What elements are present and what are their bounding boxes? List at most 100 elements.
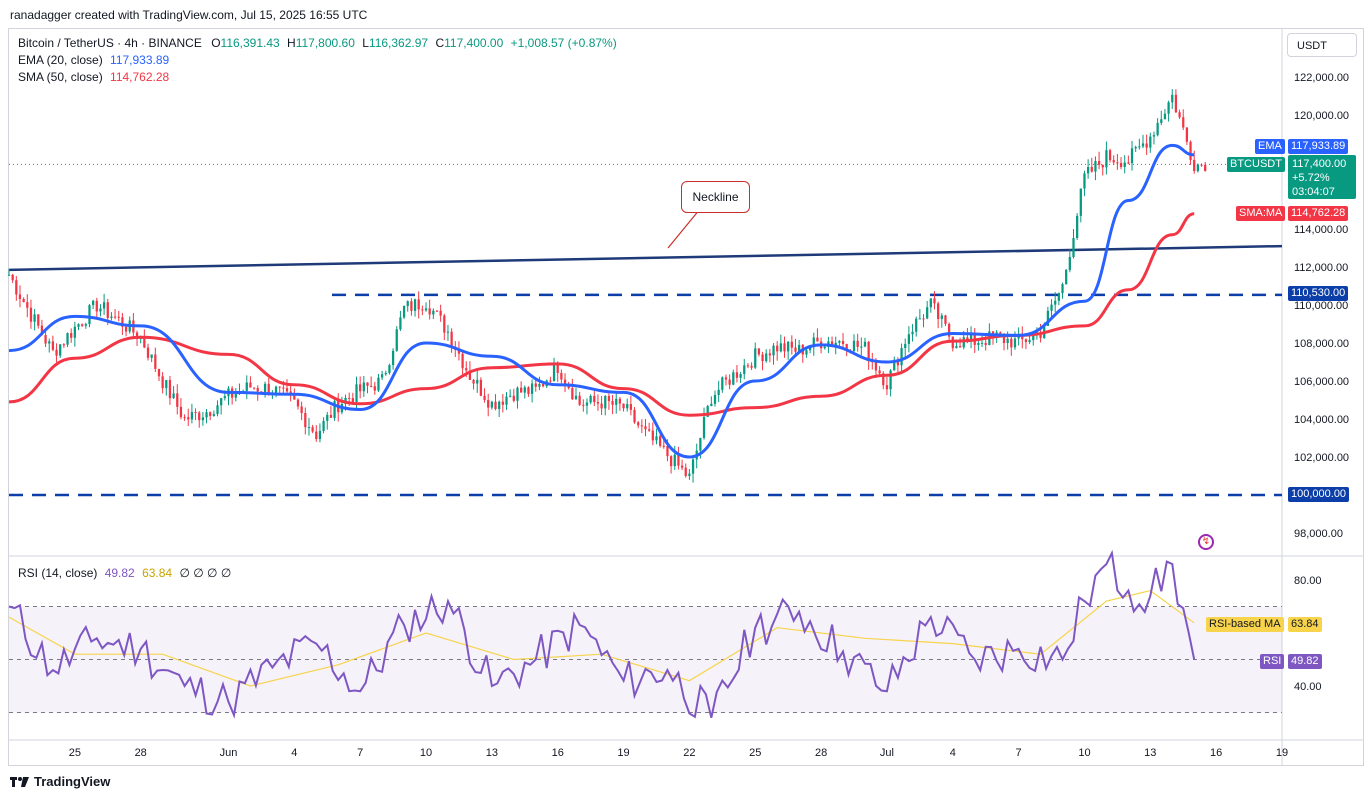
candle: [432, 308, 435, 320]
candle-body: [1090, 166, 1093, 172]
candle-body: [355, 384, 358, 402]
candle: [487, 393, 490, 417]
events-icon[interactable]: ↯: [1198, 534, 1214, 550]
ema-price-chip: 117,933.89: [1288, 139, 1349, 154]
candle-body: [629, 404, 633, 410]
candle: [446, 324, 450, 341]
candle-body: [560, 372, 563, 380]
time-tick-label: 28: [135, 747, 147, 759]
candle: [717, 380, 720, 403]
currency-unit-button[interactable]: USDT: [1287, 33, 1357, 57]
footer-brand[interactable]: TradingView: [10, 774, 110, 789]
candle: [329, 405, 333, 418]
candle-body: [684, 467, 687, 476]
candle-body: [187, 417, 190, 420]
candle: [516, 386, 519, 409]
candle: [95, 297, 98, 320]
candle: [194, 408, 197, 421]
candle-body: [26, 302, 29, 308]
candle: [523, 385, 526, 399]
candle-body: [245, 382, 248, 391]
candle-body: [377, 377, 380, 391]
candle: [907, 326, 911, 353]
candle-body: [556, 363, 559, 373]
candle-body: [922, 318, 925, 320]
candle-body: [538, 384, 541, 387]
sma-legend-value: 114,762.28: [110, 70, 170, 84]
candle: [1065, 268, 1068, 285]
candle-body: [1141, 143, 1145, 147]
rsi-line: [8, 549, 1196, 719]
candle-body: [304, 413, 307, 428]
rsi-legend[interactable]: RSI (14, close) 49.82 63.84 ∅ ∅ ∅ ∅: [18, 566, 231, 580]
candle-body: [512, 395, 515, 401]
candle-body: [947, 323, 951, 337]
candle: [220, 398, 223, 415]
candle-body: [856, 340, 859, 347]
candle-body: [51, 341, 55, 350]
candle-body: [805, 350, 808, 355]
candle-body: [863, 341, 867, 347]
candle-body: [285, 388, 289, 392]
candle: [165, 379, 168, 396]
attribution: ranadagger created with TradingView.com,…: [10, 8, 368, 22]
candle-body: [348, 397, 351, 399]
candle-body: [1156, 122, 1159, 136]
candle-body: [366, 382, 369, 386]
time-tick-label: 16: [1210, 747, 1222, 759]
candle: [99, 304, 102, 317]
price-tick-label: 104,000.00: [1294, 414, 1349, 426]
candle-body: [465, 368, 468, 371]
candle-body: [626, 404, 629, 409]
candle-body: [172, 393, 175, 399]
candle-body: [878, 370, 881, 374]
rsi-tag: RSI: [1260, 654, 1285, 669]
sma-legend[interactable]: SMA (50, close) 114,762.28: [18, 70, 169, 84]
candle: [571, 378, 574, 400]
neckline-callout: Neckline: [681, 181, 750, 213]
candle-body: [102, 302, 106, 309]
candle: [710, 396, 713, 407]
ema-legend[interactable]: EMA (20, close) 117,933.89: [18, 53, 169, 67]
rsi-ma-tag: RSI-based MA: [1206, 617, 1284, 632]
candle-body: [490, 401, 493, 408]
candle: [530, 379, 534, 403]
candle-body: [915, 318, 918, 332]
candle: [1021, 326, 1024, 349]
candle: [124, 325, 128, 337]
candle: [92, 299, 95, 310]
candle: [1149, 132, 1152, 153]
candle: [1138, 138, 1141, 150]
candle: [1167, 100, 1170, 122]
price-tick-label: 112,000.00: [1294, 262, 1348, 274]
candle: [1160, 110, 1163, 126]
candle: [399, 310, 402, 332]
low-value: 116,362.97: [368, 36, 429, 50]
candle: [1130, 140, 1134, 171]
candle: [629, 395, 633, 416]
candle: [370, 376, 373, 388]
candle-body: [1061, 284, 1064, 294]
candle: [421, 305, 424, 316]
candle: [340, 396, 344, 415]
candle: [739, 371, 742, 383]
candle: [395, 326, 398, 352]
change-percent: +5.72%: [1292, 172, 1330, 184]
rsi-chip: 49.82: [1288, 654, 1322, 669]
candle: [402, 305, 406, 319]
candle-body: [765, 353, 768, 362]
candle: [333, 398, 336, 421]
candle-body: [1123, 162, 1126, 168]
candle-body: [450, 331, 453, 347]
candle-body: [311, 427, 314, 432]
candle-body: [669, 456, 673, 467]
candle-body: [333, 401, 336, 418]
ema-20-line: [8, 143, 1195, 459]
rsi-tick-label: 40.00: [1294, 681, 1322, 693]
candle-body: [874, 361, 878, 371]
candle: [574, 387, 578, 400]
candle: [33, 308, 36, 331]
candle-body: [267, 383, 270, 395]
candle: [691, 454, 695, 483]
